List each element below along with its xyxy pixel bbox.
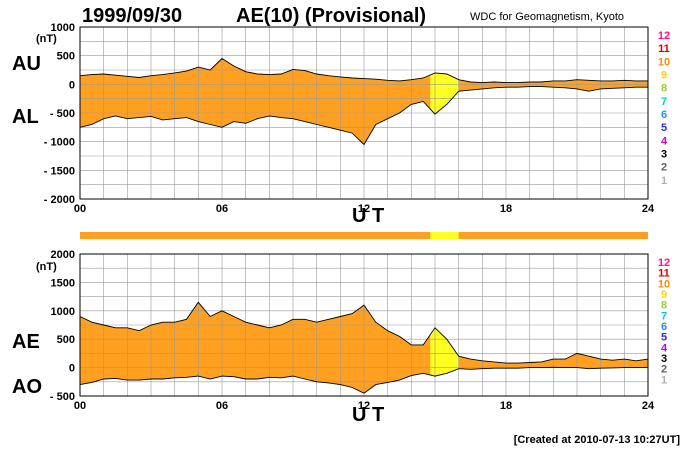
p2-activity-level-label: 7 (661, 310, 667, 322)
ae-ao-y-ticks: 2000 1500 1000 500 0 - 500 (50, 249, 75, 403)
p2-activity-level-label: 2 (661, 364, 667, 376)
p2-activity-level-label: 12 (658, 257, 670, 269)
ae-ao-y-unit: (nT) (36, 261, 57, 273)
p1-activity-level-label: 8 (661, 83, 667, 95)
p1-activity-level-label: 4 (661, 135, 668, 147)
created-timestamp: [Created at 2010-07-13 10:27UT] (514, 434, 681, 446)
strip-bar (80, 232, 648, 239)
ao-series-label: AO (12, 376, 42, 398)
p2-activity-level-label: 8 (661, 300, 667, 312)
source-label: WDC for Geomagnetism, Kyoto (470, 11, 624, 23)
p2-y-tick-label: 1500 (51, 277, 75, 289)
p2-activity-level-label: 9 (661, 289, 667, 301)
au-al-grid (80, 27, 648, 199)
p2-y-tick-label: - 500 (50, 391, 75, 403)
p1-activity-level-label: 6 (661, 109, 667, 121)
p2-y-tick-label: 2000 (51, 249, 75, 261)
au-al-frame (79, 26, 649, 200)
index-title: AE(10) (Provisional) (236, 5, 426, 27)
p2-activity-level-label: 10 (658, 278, 670, 290)
p2-lower-line (79, 366, 648, 394)
p1-activity-level-label: 3 (661, 149, 667, 161)
al-series-label: AL (12, 106, 39, 128)
date-title: 1999/09/30 (82, 5, 182, 27)
au-al-x-axis-label: U T (352, 205, 384, 227)
p1-activity-level-label: 11 (658, 43, 670, 55)
activity-strip (80, 232, 648, 239)
p2-activity-level-label: 3 (661, 353, 667, 365)
ae-ao-x-ticks: 00 06 12 18 24 (74, 400, 655, 412)
p1-activity-level-label: 7 (661, 96, 667, 108)
p2-x-tick-label: 12 (358, 400, 370, 412)
p1-x-tick-label: 18 (500, 203, 512, 215)
au-al-y-unit: (nT) (36, 33, 57, 45)
p2-upper-line (79, 301, 649, 364)
p1-y-tick-label: - 1500 (44, 165, 75, 177)
p1-y-tick-label: 0 (69, 79, 75, 91)
p1-y-tick-label: - 2000 (44, 194, 75, 206)
p1-activity-level-label: 1 (661, 175, 667, 187)
p2-x-tick-label: 24 (642, 400, 655, 412)
p1-y-tick-label: 1000 (51, 22, 75, 34)
p1-activity-level-label: 9 (661, 70, 667, 82)
p2-x-tick-label: 18 (500, 400, 512, 412)
p2-activity-level-label: 4 (661, 342, 668, 354)
p1-y-tick-label: - 1000 (44, 137, 75, 149)
p1-lower-line (79, 86, 648, 146)
p1-x-tick-label: 06 (216, 203, 228, 215)
strip-highlight (430, 232, 459, 239)
p2-activity-level-label: 11 (658, 268, 670, 280)
ae-ao-outline (79, 301, 649, 394)
p1-y-tick-label: 500 (57, 51, 75, 63)
p1-activity-level-label: 10 (658, 56, 670, 68)
p2-activity-level-label: 5 (661, 332, 667, 344)
au-al-outline (79, 57, 648, 146)
p1-x-tick-label: 24 (642, 203, 655, 215)
ae-series-label: AE (12, 331, 40, 353)
p1-activity-level-label: 2 (661, 162, 667, 174)
p2-y-tick-label: 500 (57, 334, 75, 346)
p1-activity-level-label: 5 (661, 122, 667, 134)
au-al-y-ticks: 1000 500 0 - 500 - 1000 - 1500 - 2000 (44, 22, 75, 206)
p2-x-tick-label: 00 (74, 400, 86, 412)
ae-ao-frame (79, 253, 649, 397)
ae-ao-grid (80, 254, 648, 396)
p1-x-tick-label: 12 (358, 203, 370, 215)
p2-x-tick-label: 06 (216, 400, 228, 412)
p1-y-tick-label: - 500 (50, 108, 75, 120)
au-series-label: AU (12, 53, 41, 75)
p2-activity-level-label: 1 (661, 374, 667, 386)
p1-x-tick-label: 00 (74, 203, 86, 215)
p2-y-tick-label: 1000 (51, 306, 75, 318)
p1-upper-line (79, 57, 648, 84)
p2-activity-level-label: 6 (661, 321, 667, 333)
ae-ao-x-axis-label: U T (352, 404, 384, 426)
p2-y-tick-label: 0 (69, 363, 75, 375)
au-al-x-ticks: 00 06 12 18 24 (74, 203, 655, 215)
p1-activity-level-label: 12 (658, 30, 670, 42)
